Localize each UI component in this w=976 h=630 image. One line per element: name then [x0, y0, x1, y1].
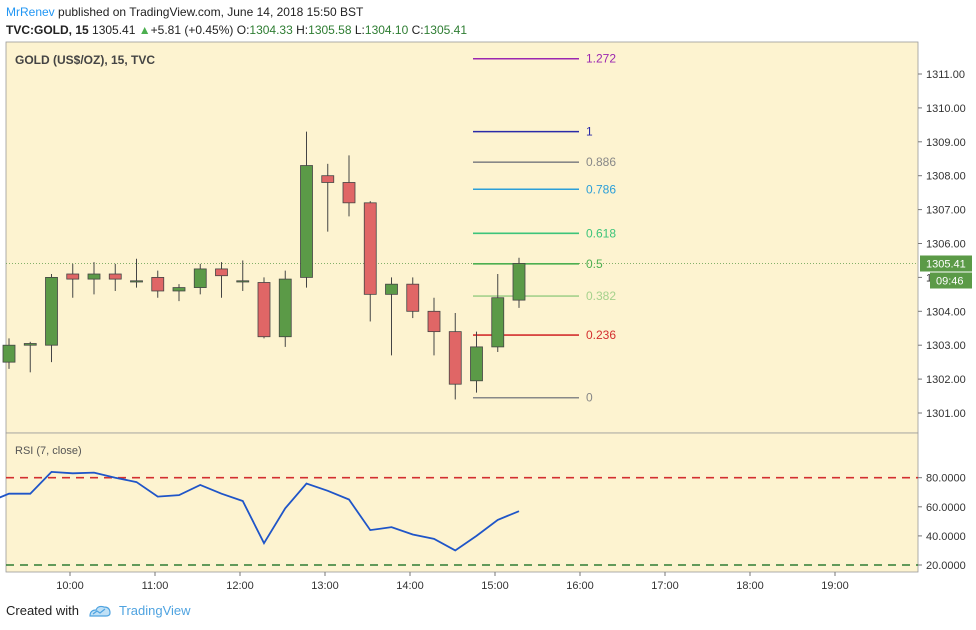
price-tick-label: 1310.00 [926, 103, 966, 115]
price-tick-label: 1302.00 [926, 374, 966, 386]
time-tick-label: 10:00 [56, 580, 84, 592]
chart-header: MrRenev published on TradingView.com, Ju… [6, 3, 966, 39]
change-value: +5.81 (+0.45%) [150, 23, 234, 37]
time-tick-label: 19:00 [821, 580, 849, 592]
last-price-marker [920, 255, 972, 272]
fib-level-label: 0.886 [586, 155, 616, 169]
low-label: L: [354, 23, 365, 37]
fibonacci-levels: 1.272 1 0.886 0.786 0.618 0.5 0.382 0.236 0 [6, 52, 918, 405]
fib-level-label: 0.618 [586, 226, 616, 240]
last-price: 1305.41 [92, 23, 136, 37]
candle-body [172, 287, 186, 292]
price-tick-label: 1306.00 [926, 239, 966, 251]
change-arrow-icon: ▲ [138, 23, 151, 37]
candle-body [151, 276, 165, 292]
rsi-tick-label: 80.0000 [926, 473, 966, 485]
candles [2, 131, 526, 400]
candle-body [193, 268, 207, 288]
candle-body [45, 276, 58, 346]
time-tick-label: 16:00 [566, 580, 594, 592]
rsi-line [0, 470, 520, 552]
candle-body [363, 202, 377, 295]
candle-body [321, 175, 335, 183]
candle-body [130, 280, 143, 283]
candle-body [342, 182, 356, 204]
candle-body [385, 283, 398, 295]
footer: Created with TradingView [6, 603, 191, 618]
fib-level-label: 0.382 [586, 289, 616, 303]
candle-body [23, 343, 37, 346]
fib-level-label: 1 [586, 125, 593, 139]
time-tick-label: 13:00 [311, 580, 339, 592]
close-value: 1305.41 [423, 23, 468, 37]
price-tick-label: 1301.00 [926, 408, 966, 420]
countdown-marker [930, 272, 972, 289]
tradingview-logo-icon[interactable] [87, 604, 113, 618]
high-label: H: [296, 23, 309, 37]
candle-body [66, 273, 80, 280]
rsi-tick-label: 20.0000 [926, 560, 966, 572]
candle-body [512, 263, 526, 301]
candle-body [470, 346, 483, 382]
candle-body [108, 273, 122, 280]
created-with-text: Created with [6, 603, 79, 618]
candle-body [2, 344, 16, 363]
candle-body [427, 310, 441, 333]
candle-body [278, 278, 292, 338]
rsi-title: RSI (7, close) [15, 445, 82, 457]
close-label: C: [411, 23, 424, 37]
ohlc-line: TVC:GOLD, 15 1305.41 ▲+5.81 (+0.45%) O:1… [6, 21, 966, 39]
time-tick-label: 14:00 [396, 580, 424, 592]
price-tick-label: 1307.00 [926, 205, 966, 217]
fib-level-label: 0 [586, 391, 593, 405]
rsi-pane[interactable] [5, 432, 919, 573]
symbol-label: TVC:GOLD, 15 [6, 23, 89, 37]
candle-body [491, 297, 505, 348]
published-text: published on TradingView.com, June 14, 2… [58, 5, 364, 19]
chart-svg[interactable]: 1.272 1 0.886 0.786 0.618 0.5 0.382 0.236 0 1301… [0, 0, 976, 600]
rsi-indicator [0, 470, 918, 566]
low-value: 1304.10 [364, 23, 409, 37]
price-axis[interactable]: 1301.001302.001303.001304.001305.001306.… [918, 69, 972, 572]
tradingview-link[interactable]: TradingView [118, 603, 191, 618]
price-tick-label: 1309.00 [926, 137, 966, 149]
price-tick-label: 1304.00 [926, 306, 966, 318]
high-value: 1305.58 [308, 23, 352, 37]
main-pane[interactable] [5, 41, 919, 434]
time-tick-label: 11:00 [142, 580, 169, 592]
price-tick-label: 1311.00 [926, 69, 965, 81]
fib-level-label: 0.5 [586, 257, 603, 271]
candle-body [448, 331, 462, 385]
price-tick-label: 1308.00 [926, 171, 966, 183]
publish-line: MrRenev published on TradingView.com, Ju… [6, 3, 966, 21]
time-tick-label: 17:00 [651, 580, 679, 592]
candle-body [87, 273, 101, 280]
time-tick-label: 18:00 [736, 580, 764, 592]
time-axis[interactable]: 10:00 11:00 12:00 13:00 14:00 15:00 16:00 17:00… [56, 572, 849, 592]
fib-level-label: 0.786 [586, 182, 616, 196]
time-tick-label: 12:00 [226, 580, 254, 592]
fib-level-label: 0.236 [586, 328, 616, 342]
price-tick-label: 1303.00 [926, 340, 966, 352]
candle-body [236, 280, 250, 283]
time-tick-label: 15:00 [481, 580, 509, 592]
author-link[interactable]: MrRenev [6, 5, 55, 19]
candle-body [257, 282, 271, 338]
open-label: O: [236, 23, 250, 37]
candle-body [215, 268, 228, 277]
candle-body [300, 165, 313, 278]
rsi-tick-label: 60.0000 [926, 502, 966, 514]
open-value: 1304.33 [249, 23, 293, 37]
fib-level-label: 1.272 [586, 52, 616, 66]
last-price-label: 1305.41 [926, 259, 966, 271]
countdown-label: 09:46 [936, 276, 964, 288]
main-chart-title: GOLD (US$/OZ), 15, TVC [15, 53, 155, 67]
candle-body [406, 283, 420, 312]
rsi-tick-label: 40.0000 [926, 531, 966, 543]
